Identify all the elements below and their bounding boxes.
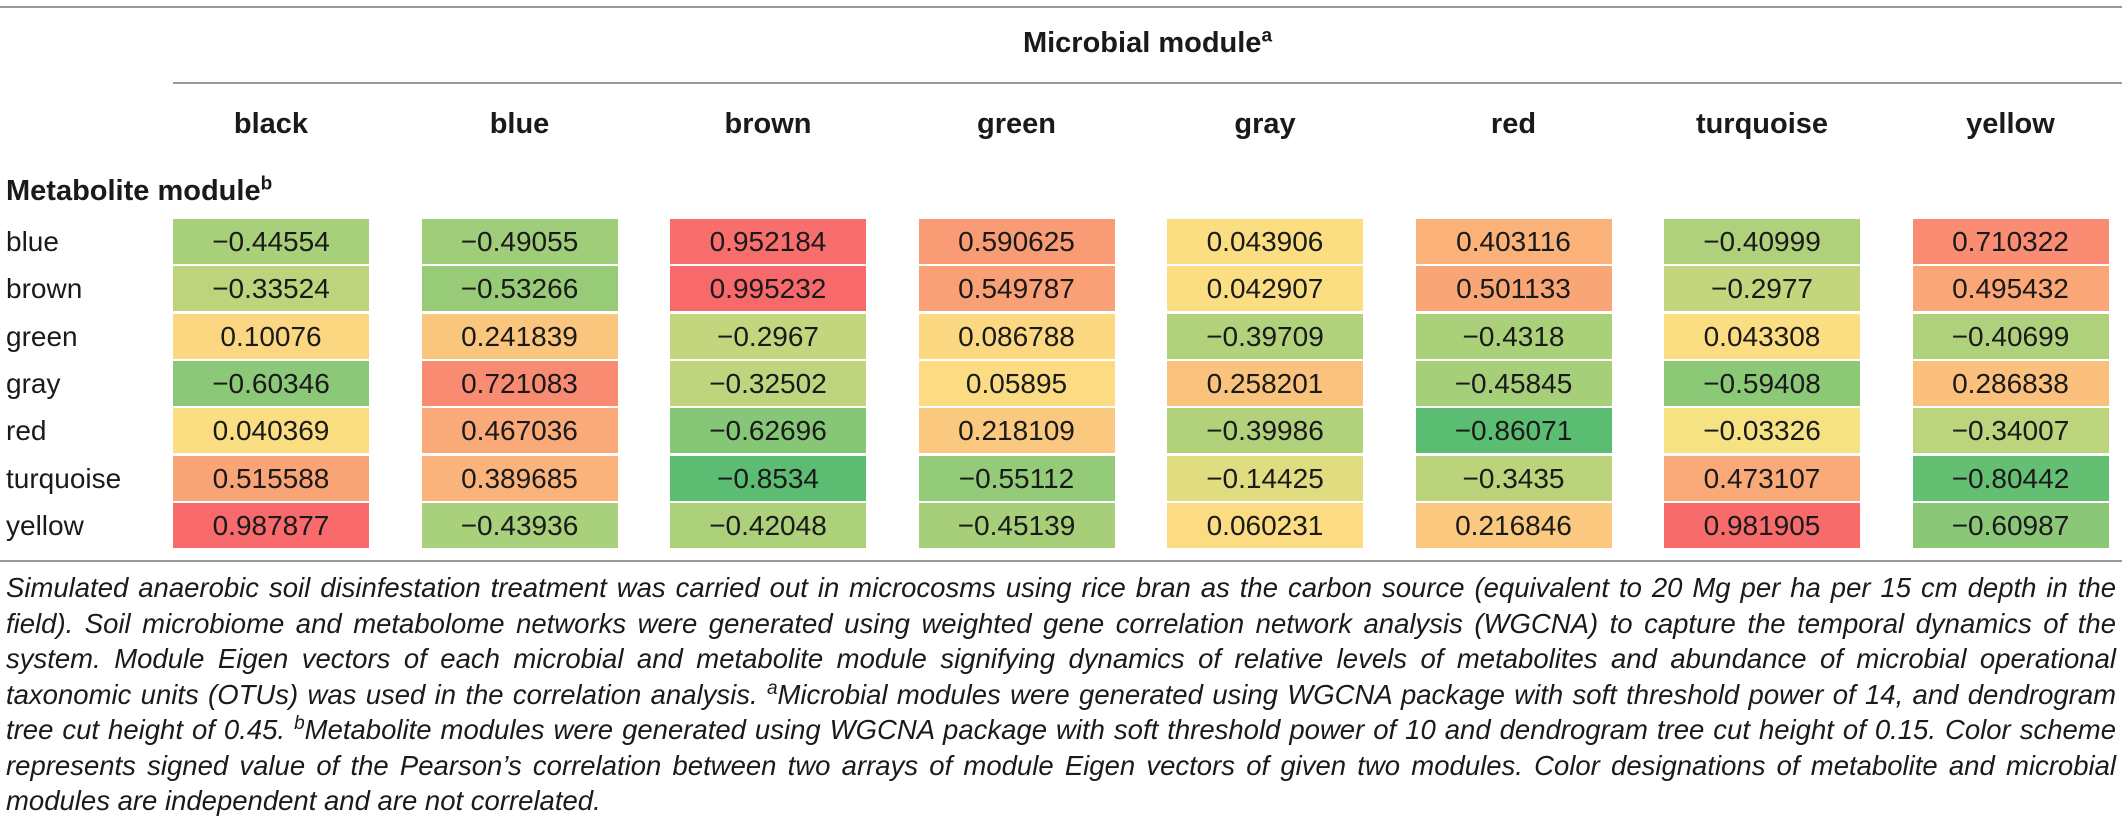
heatmap-cell: −0.33524 — [173, 266, 369, 312]
heatmap-cell: −0.2977 — [1664, 266, 1860, 312]
heatmap-cell: −0.4318 — [1415, 313, 1612, 359]
row-label-green: green — [6, 320, 78, 352]
heatmap-cell: −0.62696 — [670, 408, 866, 454]
heatmap-cell: 0.987877 — [173, 502, 369, 548]
row-label-red: red — [6, 415, 47, 447]
heatmap-cell: −0.55112 — [918, 455, 1115, 501]
heatmap-cell: 0.060231 — [1167, 502, 1363, 548]
heatmap-cell: −0.42048 — [670, 502, 866, 548]
heatmap-cell: 0.286838 — [1912, 360, 2109, 406]
heatmap-cell: 0.042907 — [1167, 266, 1363, 312]
heatmap-cell: −0.8534 — [670, 455, 866, 501]
heatmap-cell: −0.43936 — [421, 502, 618, 548]
heatmap-cell: 0.501133 — [1415, 266, 1612, 312]
heatmap-cell: −0.45845 — [1415, 360, 1612, 406]
heatmap-cell: 0.043906 — [1167, 219, 1363, 264]
heatmap-cell: −0.03326 — [1664, 408, 1860, 454]
table-bottom-rule — [0, 560, 2122, 562]
heatmap-cell: 0.086788 — [918, 313, 1115, 359]
heatmap-cell: 0.710322 — [1912, 219, 2109, 264]
heatmap-cell: −0.14425 — [1167, 455, 1363, 501]
heatmap-cell: −0.80442 — [1912, 455, 2109, 501]
heatmap-cell: 0.515588 — [173, 455, 369, 501]
heatmap-cell: 0.403116 — [1415, 219, 1612, 264]
column-header-green: green — [977, 108, 1056, 140]
heatmap-cell: −0.60987 — [1912, 502, 2109, 548]
heatmap-cell: 0.241839 — [421, 313, 618, 359]
heatmap-cell: −0.49055 — [421, 219, 618, 264]
heatmap-cell: 0.467036 — [421, 408, 618, 454]
microbial-module-header: Microbial modulea — [1022, 25, 1273, 59]
row-label-blue: blue — [6, 226, 59, 257]
row-label-gray: gray — [6, 367, 61, 399]
heatmap-cell: 0.721083 — [421, 360, 618, 406]
heatmap-cell: 0.216846 — [1415, 502, 1612, 548]
table-top-rule — [0, 6, 2122, 8]
heatmap-cell: 0.10076 — [173, 313, 369, 359]
heatmap-cell: 0.040369 — [173, 408, 369, 454]
row-label-yellow: yellow — [6, 509, 84, 541]
heatmap-cell: −0.86071 — [1415, 408, 1612, 454]
heatmap-cell: 0.258201 — [1167, 360, 1363, 406]
heatmap-cell: −0.39986 — [1167, 408, 1363, 454]
heatmap-cell: 0.043308 — [1664, 313, 1860, 359]
heatmap-cell: 0.05895 — [918, 360, 1115, 406]
heatmap-cell: 0.218109 — [918, 408, 1115, 454]
column-header-red: red — [1490, 108, 1537, 140]
column-header-blue: blue — [489, 108, 550, 140]
heatmap-cell: 0.981905 — [1664, 502, 1860, 548]
heatmap-cell: −0.44554 — [173, 219, 369, 264]
heatmap-cell: −0.40699 — [1912, 313, 2109, 359]
column-header-black: black — [233, 108, 309, 140]
header-underline-rule — [173, 82, 2122, 84]
column-header-gray: gray — [1234, 108, 1296, 140]
heatmap-cell: −0.59408 — [1664, 360, 1860, 406]
heatmap-cell: 0.389685 — [421, 455, 618, 501]
heatmap-cell: 0.473107 — [1664, 455, 1860, 501]
heatmap-cell: −0.60346 — [173, 360, 369, 406]
heatmap-cell: −0.3435 — [1415, 455, 1612, 501]
heatmap-cell: −0.32502 — [670, 360, 866, 406]
heatmap-cell: 0.495432 — [1912, 266, 2109, 312]
heatmap-cell: −0.2967 — [670, 313, 866, 359]
column-header-brown: brown — [724, 108, 812, 140]
heatmap-cell: −0.53266 — [421, 266, 618, 312]
heatmap-cell: −0.39709 — [1167, 313, 1363, 359]
heatmap-cell: 0.549787 — [918, 266, 1115, 312]
heatmap-cell: 0.952184 — [670, 219, 866, 264]
metabolite-module-header: Metabolite moduleb — [6, 173, 273, 207]
column-header-turquoise: turquoise — [1695, 108, 1829, 140]
heatmap-cell: −0.45139 — [918, 502, 1115, 548]
row-label-brown: brown — [6, 273, 83, 305]
heatmap-cell: 0.590625 — [918, 219, 1115, 264]
heatmap-cell: 0.995232 — [670, 266, 866, 312]
heatmap-cell: −0.34007 — [1912, 408, 2109, 454]
column-header-yellow: yellow — [1966, 108, 2055, 140]
heatmap-cell: −0.40999 — [1664, 219, 1860, 264]
table-caption: Simulated anaerobic soil disinfestation … — [6, 572, 2117, 816]
row-label-turquoise: turquoise — [6, 462, 122, 494]
